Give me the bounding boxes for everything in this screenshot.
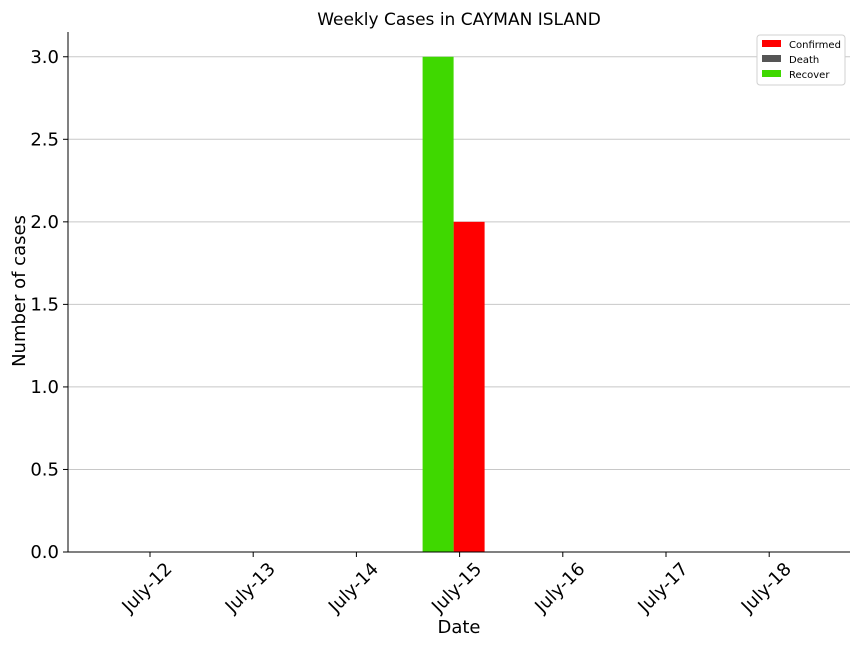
y-tick-label: 1.5 — [30, 294, 59, 315]
legend-swatch-recover — [762, 70, 781, 77]
axes — [67, 32, 850, 553]
legend-swatch-confirmed — [762, 40, 781, 47]
x-tick-label: July-17 — [634, 559, 693, 618]
x-tick-label: July-13 — [221, 559, 280, 618]
legend-label-recover: Recover — [789, 70, 830, 81]
bar-recover-july-15 — [422, 56, 454, 553]
bars — [422, 56, 485, 553]
legend-swatch-death — [762, 55, 781, 62]
y-tick-label: 2.0 — [30, 212, 59, 233]
x-tick-label: July-16 — [530, 559, 589, 618]
legend-label-death: Death — [789, 55, 819, 66]
y-tick-label: 1.0 — [30, 377, 59, 398]
y-tick-label: 2.5 — [30, 129, 59, 150]
x-tick-label: July-18 — [737, 559, 796, 618]
chart-title: Weekly Cases in CAYMAN ISLAND — [317, 10, 601, 30]
x-ticks: July-12 July-13 July-14 July-15 July-16 July-… — [118, 552, 796, 618]
x-tick-label: July-15 — [427, 559, 486, 618]
legend-label-confirmed: Confirmed — [789, 40, 841, 51]
x-tick-label: July-14 — [324, 559, 383, 618]
y-tick-label: 0.5 — [30, 459, 59, 480]
y-ticks: 0.0 0.5 1.0 1.5 2.0 2.5 3.0 — [30, 47, 68, 563]
legend: Confirmed Death Recover — [756, 34, 846, 86]
y-axis-label: Number of cases — [9, 215, 30, 367]
x-tick-label: July-12 — [118, 559, 177, 618]
y-tick-label: 0.0 — [30, 542, 59, 563]
bar-confirmed-july-15 — [453, 221, 485, 553]
y-tick-label: 3.0 — [30, 47, 59, 68]
x-axis-label: Date — [437, 617, 480, 638]
